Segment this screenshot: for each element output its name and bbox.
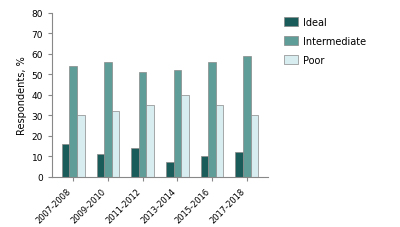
Bar [200,157,208,177]
Bar [131,148,139,177]
Bar [146,106,154,177]
Legend: Ideal, Intermediate, Poor: Ideal, Intermediate, Poor [282,15,369,68]
Bar [104,63,112,177]
Bar [235,153,243,177]
Bar [208,63,216,177]
Bar [112,112,120,177]
Bar [139,73,146,177]
Y-axis label: Respondents, %: Respondents, % [17,56,27,135]
Bar [250,116,258,177]
Bar [243,57,250,177]
Bar [77,116,85,177]
Bar [166,163,174,177]
Bar [70,67,77,177]
Bar [181,95,189,177]
Bar [96,155,104,177]
Bar [62,144,70,177]
Bar [216,106,224,177]
Bar [174,71,181,177]
